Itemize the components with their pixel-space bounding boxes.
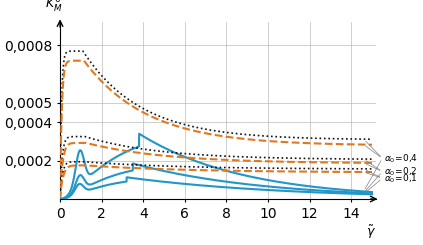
X-axis label: $\tilde{\gamma}$: $\tilde{\gamma}$ [366,223,376,241]
Text: $\alpha_0\!=\!0{,}1$: $\alpha_0\!=\!0{,}1$ [385,172,418,184]
Text: $\alpha_0\!=\!0{,}2$: $\alpha_0\!=\!0{,}2$ [385,165,418,178]
Text: $\alpha_0\!=\!0{,}4$: $\alpha_0\!=\!0{,}4$ [385,152,418,165]
Y-axis label: $K_M^0$: $K_M^0$ [45,0,63,15]
